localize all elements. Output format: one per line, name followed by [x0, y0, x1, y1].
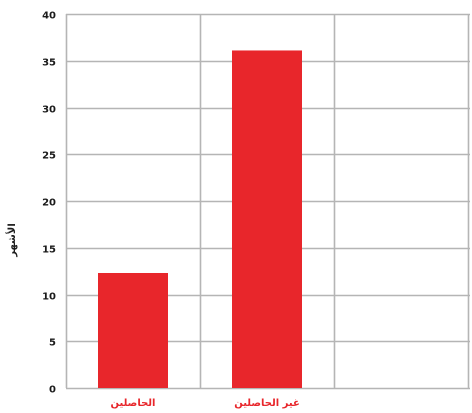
y-tick-label: 5 — [49, 338, 56, 349]
y-tick-label: 10 — [42, 292, 56, 303]
y-tick-label: 15 — [42, 245, 56, 256]
y-tick-label: 0 — [49, 385, 56, 396]
y-tick-label: 25 — [42, 151, 56, 162]
bar-2 — [232, 50, 302, 389]
y-tick-label: 30 — [42, 105, 56, 116]
x-tick-label: الحاصلين — [111, 398, 156, 409]
y-tick-label: 35 — [42, 58, 56, 69]
y-tick-label: 20 — [42, 198, 56, 209]
x-tick-labels: الحاصلين غير الحاصلين — [111, 398, 300, 409]
bar-1 — [98, 272, 168, 388]
y-tick-label: 40 — [42, 11, 56, 22]
y-tick-labels: 0 5 10 15 20 25 30 35 40 — [42, 11, 56, 396]
y-axis-label: الأشهر — [5, 223, 18, 258]
x-tick-label: غير الحاصلين — [234, 398, 300, 409]
bar-layer — [98, 50, 302, 389]
